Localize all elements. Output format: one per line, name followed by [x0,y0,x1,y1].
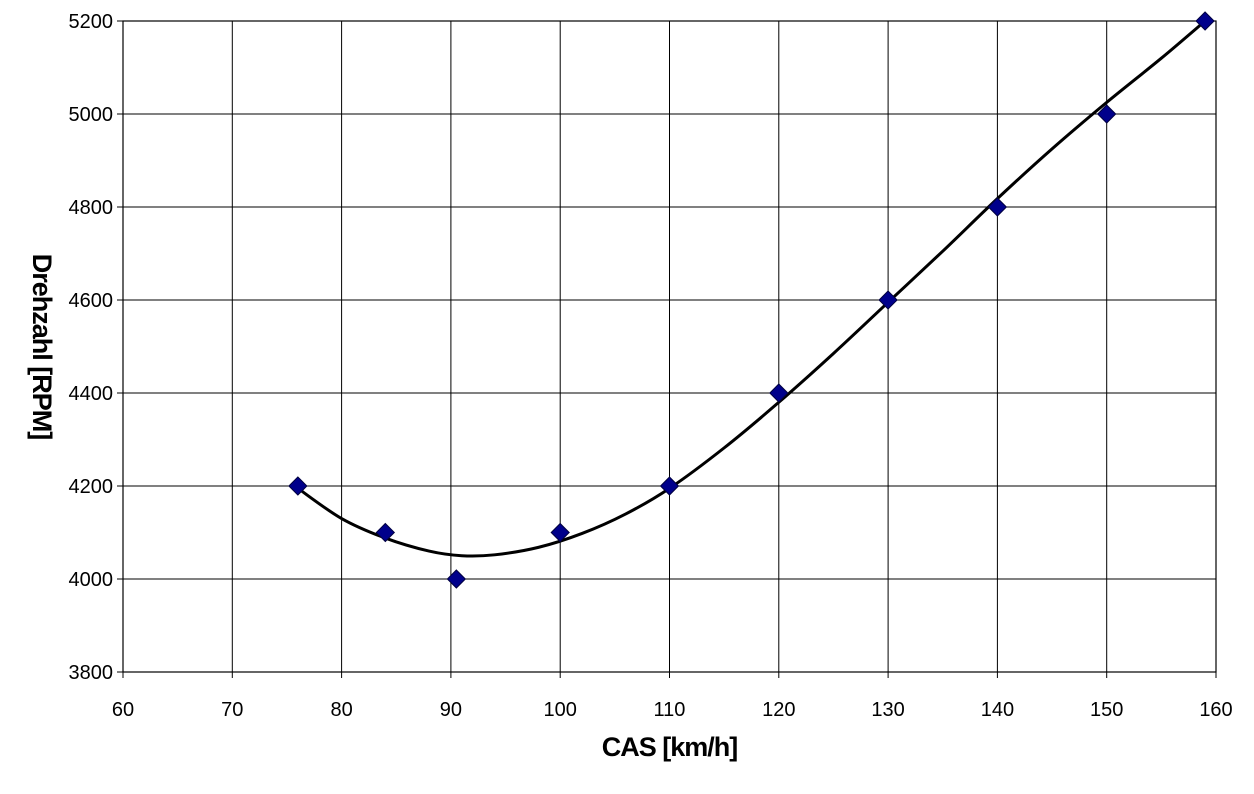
data-point [288,476,308,496]
data-point [1096,104,1117,124]
data-point [446,569,467,589]
plot-frame [122,20,1217,673]
x-tick-label: 110 [654,699,686,721]
x-tick-label: 60 [112,699,134,721]
y-tick-labels: 3800 4000 4200 4400 4600 4800 5000 5200 [69,11,114,684]
data-points [288,11,1215,589]
y-axis-title: Drehzahl [RPM] [27,254,57,440]
x-tick-label: 90 [440,699,462,721]
data-point [375,522,396,543]
x-axis-title: CAS [km/h] [602,732,738,762]
data-point [987,197,1008,217]
y-tick-label: 5000 [69,104,114,126]
x-tick-label: 160 [1199,699,1232,721]
x-tick-label: 150 [1090,699,1123,721]
y-tick-label: 3800 [69,662,114,684]
y-tick-label: 4000 [69,569,114,591]
gridlines [117,20,1217,678]
y-tick-label: 4200 [69,476,114,498]
data-point [659,476,680,496]
x-tick-labels: 60 70 80 90 100 110 120 130 140 150 160 [112,699,1233,721]
data-point [1195,11,1215,31]
x-tick-label: 100 [544,699,577,721]
x-tick-label: 80 [330,699,352,721]
trendline [297,19,1207,558]
y-tick-label: 4400 [69,383,114,405]
y-tick-label: 4600 [69,290,114,312]
x-tick-label: 140 [981,699,1014,721]
y-tick-label: 5200 [69,11,114,33]
y-tick-label: 4800 [69,197,114,219]
x-tick-label: 70 [221,699,243,721]
data-point [878,290,898,310]
x-tick-label: 120 [762,699,795,721]
data-point [769,383,789,403]
x-tick-label: 130 [871,699,904,721]
data-point [550,522,570,543]
